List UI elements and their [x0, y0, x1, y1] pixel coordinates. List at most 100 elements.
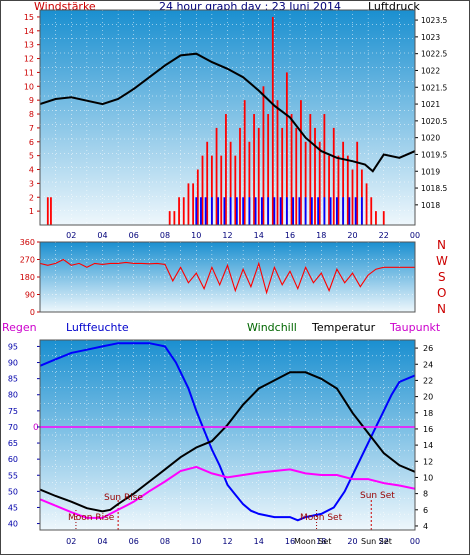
wind-bar: [192, 183, 195, 225]
gust-bar: [229, 197, 232, 225]
direction-tick-label: 270: [20, 256, 35, 265]
wind-bar: [351, 169, 354, 225]
legend-taupunkt: Taupunkt: [389, 321, 441, 334]
wind-bar: [229, 141, 232, 225]
pressure-tick-label: 1019.5: [421, 150, 447, 159]
wind-bar: [281, 127, 284, 225]
wind-tick-label: 13: [24, 41, 34, 50]
x-tick-label-top: 00: [410, 231, 420, 240]
direction-tick-label: 360: [20, 238, 35, 247]
pressure-tick-label: 1021: [421, 100, 440, 109]
x-axis-ticks-bottom: 02 04 06 08 10 12 14 16 18 20 22 00: [66, 537, 420, 546]
wind-bar: [182, 197, 185, 225]
legend-windchill: Windchill: [247, 321, 297, 334]
wind-bar: [248, 141, 251, 225]
temperature-tick-label: 16: [423, 425, 433, 434]
x-tick-label-top: 18: [316, 231, 326, 240]
wind-tick-label: 15: [24, 13, 34, 22]
wind-tick-label: 4: [29, 166, 34, 175]
pressure-tick-label: 1020: [421, 134, 440, 143]
wind-bar: [328, 155, 330, 225]
x-tick-label-bottom: 00: [410, 537, 420, 546]
gust-bar: [298, 197, 301, 225]
gust-bar: [217, 197, 220, 225]
humidity-tick-label: 95: [8, 342, 18, 351]
x-tick-label-top: 16: [285, 231, 295, 240]
gust-bar: [348, 197, 351, 225]
direction-tick-label: 0: [30, 308, 35, 317]
gust-bar: [360, 197, 363, 225]
humidity-temperature-grid: [40, 340, 415, 530]
wind-bar: [50, 197, 52, 225]
gust-bar: [285, 197, 288, 225]
legend-regen: Regen: [2, 321, 37, 334]
wind-direction-line: [40, 258, 415, 295]
moonrise-label: Moon Rise: [68, 513, 115, 523]
humidity-temperature-panel-border: [39, 339, 416, 531]
wind-bar: [168, 211, 171, 225]
wind-bar: [178, 197, 180, 225]
wind-bar: [346, 155, 349, 225]
x-tick-label-bottom: 22: [379, 537, 389, 546]
temperature-line: [40, 371, 415, 513]
wind-bar: [220, 155, 223, 225]
gust-bar: [267, 197, 270, 225]
pressure-axis-ticks: 1018 1018.5 1019 1019.5 1020 1020.5 1021 1021.5…: [415, 16, 447, 210]
gust-bar: [354, 197, 357, 225]
x-tick-label-top: 06: [129, 231, 139, 240]
x-tick-label-bottom: 02: [66, 537, 76, 546]
wind-bar: [285, 72, 288, 225]
wind-bar: [243, 100, 246, 225]
temperature-tick-label: 8: [423, 490, 428, 499]
gust-bar: [279, 197, 282, 225]
wind-tick-label: 1: [29, 207, 34, 216]
wind-tick-label: 10: [24, 82, 34, 91]
gust-bar: [335, 197, 338, 225]
compass-n-top: N: [437, 238, 446, 252]
wind-tick-label: 6: [29, 138, 34, 147]
humidity-line: [40, 342, 415, 522]
wind-bar: [300, 100, 302, 225]
temperature-tick-label: 26: [423, 344, 433, 353]
wind-bar: [271, 16, 274, 225]
gust-bar: [342, 197, 345, 225]
compass-n-bottom: N: [437, 302, 446, 316]
pressure-tick-label: 1021.5: [421, 83, 447, 92]
wind-tick-label: 11: [24, 68, 34, 77]
legend-luftfeuchte: Luftfeuchte: [66, 321, 129, 334]
x-tick-label-bottom: 16: [285, 537, 295, 546]
gust-bar: [204, 197, 207, 225]
gust-bar: [260, 197, 263, 225]
gust-bar: [329, 197, 332, 225]
x-tick-label-top: 02: [66, 231, 76, 240]
gust-bar: [254, 197, 257, 225]
wind-bar: [257, 127, 260, 225]
wind-bar: [225, 114, 227, 225]
humidity-tick-label: 70: [8, 423, 18, 432]
x-tick-label-top: 12: [222, 231, 232, 240]
wind-direction-grid: [40, 242, 415, 312]
gust-bar: [310, 197, 313, 225]
x-tick-label-bottom: 10: [191, 537, 201, 546]
sunset-axis-label: Sun Set: [361, 537, 392, 546]
temperature-tick-label: 14: [423, 441, 433, 450]
humidity-tick-label: 55: [8, 471, 18, 480]
temperature-tick-label: 22: [423, 376, 433, 385]
wind-bar: [295, 127, 298, 225]
gust-bar: [210, 197, 213, 225]
wind-tick-label: 14: [24, 27, 34, 36]
wind-tick-label: 9: [29, 96, 34, 105]
gust-bar: [317, 197, 320, 225]
gust-bar: [273, 197, 276, 225]
x-axis-ticks-top: 02 04 06 08 10 12 14 16 18 20 22 00: [66, 231, 420, 240]
gust-bar: [235, 197, 238, 225]
temperature-tick-label: 24: [423, 360, 433, 369]
wind-tick-label: 12: [24, 55, 34, 64]
temperature-tick-label: 20: [423, 393, 433, 402]
wind-tick-label: 7: [29, 124, 34, 133]
gust-bar: [248, 197, 251, 225]
wind-bar: [196, 169, 199, 225]
pressure-tick-label: 1018: [421, 201, 440, 210]
gust-bar: [195, 197, 198, 225]
